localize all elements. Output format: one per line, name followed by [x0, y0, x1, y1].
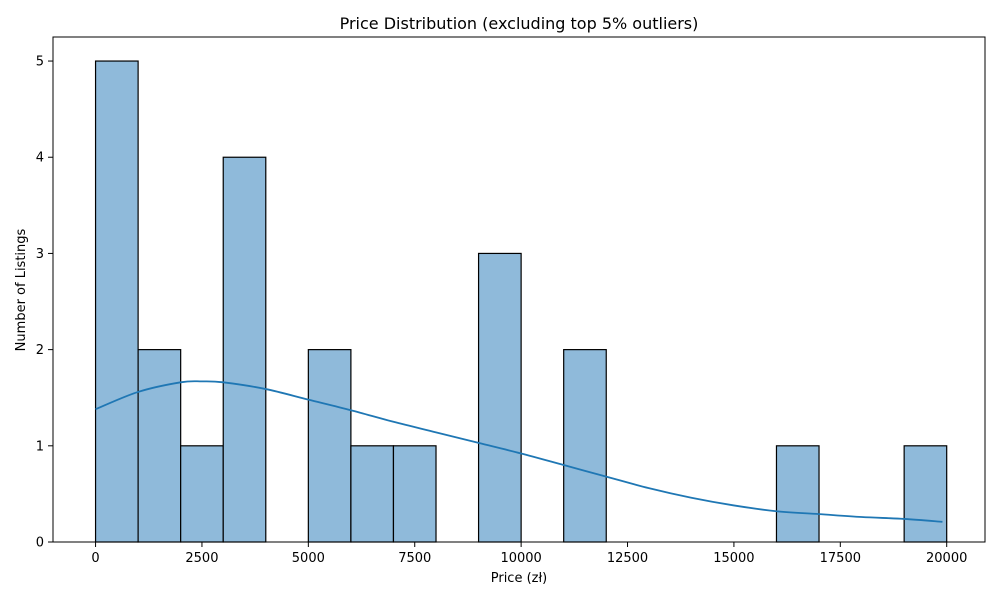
histogram-bar	[307, 349, 352, 543]
histogram-bar	[563, 349, 607, 543]
x-tick-label: 2500	[185, 551, 218, 566]
histogram-bar	[137, 349, 182, 543]
x-tick-label: 17500	[820, 551, 861, 566]
x-tick-label: 7500	[398, 551, 431, 566]
kde-layer	[95, 380, 943, 523]
y-tick-label: 3	[36, 247, 44, 262]
bars-group	[94, 60, 948, 543]
y-axis: 0 1 2 3 4 5	[36, 55, 53, 551]
x-tick-label: 15000	[713, 551, 754, 566]
y-tick-label: 2	[36, 343, 44, 358]
histogram-bar	[903, 445, 948, 543]
plot-frame	[52, 36, 986, 543]
x-axis-label: Price (zł)	[491, 571, 548, 586]
kde-curve	[95, 380, 943, 523]
x-tick-label: 20000	[926, 551, 967, 566]
y-axis-label: Number of Listings	[14, 228, 29, 351]
y-tick-label: 0	[36, 536, 44, 551]
x-tick-label: 5000	[292, 551, 325, 566]
chart-title: Price Distribution (excluding top 5% out…	[340, 14, 699, 33]
histogram-bar	[392, 445, 437, 543]
histogram-bar	[94, 60, 139, 543]
histogram-bar	[180, 445, 224, 543]
histogram-bar	[477, 252, 522, 543]
histogram-bar	[775, 445, 820, 543]
x-tick-label: 0	[91, 551, 99, 566]
x-tick-label: 12500	[607, 551, 648, 566]
y-tick-label: 1	[36, 439, 44, 454]
y-tick-label: 5	[36, 55, 44, 70]
x-axis: 0 2500 5000 7500 10000 12500 15000 17500 20000	[91, 542, 967, 566]
histogram-bar	[350, 445, 395, 543]
y-tick-label: 4	[36, 151, 44, 166]
x-tick-label: 10000	[500, 551, 541, 566]
histogram-bar	[222, 156, 267, 543]
